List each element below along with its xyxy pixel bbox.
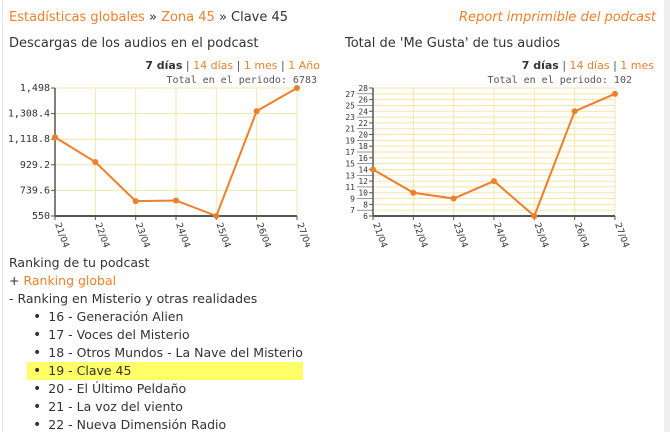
breadcrumb-separator: »: [214, 10, 232, 25]
y-tick-label: 15: [345, 160, 355, 169]
data-point: [132, 198, 139, 205]
data-point: [491, 178, 497, 185]
ranking-global-prefix: +: [9, 273, 24, 288]
y-tick-label: 24: [358, 107, 368, 116]
data-point: [571, 108, 578, 115]
data-point: [612, 90, 618, 97]
x-tick-label: 22/04: [93, 222, 111, 250]
y-tick-label: 550: [32, 211, 50, 222]
range-1m[interactable]: 1 mes: [620, 59, 654, 72]
y-tick-label: 16: [358, 154, 368, 163]
ranking-category-toggle[interactable]: - Ranking en Misterio y otras realidades: [9, 291, 258, 306]
y-tick-label: 13: [345, 171, 355, 180]
printable-report-link[interactable]: Report imprimible del podcast: [459, 10, 656, 25]
y-tick-label: 26: [358, 96, 368, 105]
x-tick-label: 21/04: [370, 222, 388, 250]
y-tick-label: 9: [350, 195, 355, 204]
likes-total: Total en el periodo: 102: [487, 75, 633, 86]
range-14d[interactable]: 14 días: [569, 59, 610, 72]
ranking-global-link[interactable]: Ranking global: [23, 273, 117, 288]
x-tick-label: 23/04: [451, 222, 469, 250]
breadcrumb-zona45[interactable]: Zona 45: [161, 10, 215, 25]
x-tick-label: 26/04: [254, 222, 272, 250]
y-tick-label: 10: [358, 189, 368, 198]
x-tick-label: 27/04: [612, 222, 630, 250]
x-tick-label: 25/04: [214, 222, 232, 250]
downloads-range-selector: 7 días | 14 días | 1 mes | 1 Año: [145, 59, 320, 72]
data-point: [450, 195, 457, 202]
ranking-item: 22 - Nueva Dimensión Radio: [33, 416, 303, 434]
x-tick-label: 24/04: [491, 222, 509, 250]
x-tick-label: 23/04: [133, 222, 151, 250]
ranking-title: Ranking de tu podcast: [9, 255, 150, 270]
downloads-chart-title: Descargas de los audios en el podcast: [9, 36, 259, 51]
ranking-item: 17 - Voces del Misterio: [33, 326, 303, 344]
range-1y[interactable]: 1 Año: [288, 59, 320, 72]
ranking-item: 18 - Otros Mundos - La Nave del Misterio: [33, 344, 303, 362]
y-tick-label: 739.6: [20, 185, 50, 196]
y-tick-label: 1,498: [20, 83, 50, 94]
breadcrumb-current: Clave 45: [231, 10, 289, 25]
breadcrumb: Estadísticas globales » Zona 45 » Clave …: [9, 10, 288, 25]
likes-chart: 6789101112131415161718192021222324252627…: [345, 84, 630, 250]
y-tick-label: 6: [363, 212, 368, 221]
ranking-item: 21 - La voz del viento: [33, 398, 303, 416]
scrollbar[interactable]: [664, 0, 670, 432]
range-14d[interactable]: 14 días: [193, 59, 234, 72]
ranking-item: 19 - Clave 45: [27, 362, 303, 380]
y-tick-label: 20: [358, 131, 368, 140]
x-tick-label: 26/04: [572, 222, 590, 250]
data-point: [410, 189, 417, 196]
downloads-chart: 550 739.6 929.2 1,118.8 1,308.4 1,498 21/04 22/…: [8, 83, 310, 250]
y-tick-label: 17: [345, 148, 355, 157]
ranking-global-toggle[interactable]: + Ranking global: [9, 272, 303, 290]
data-point: [294, 85, 300, 91]
downloads-total: Total en el periodo: 6783: [166, 75, 317, 86]
data-point: [173, 197, 179, 204]
y-tick-label: 21: [345, 125, 355, 134]
data-point: [92, 158, 99, 165]
range-7d[interactable]: 7 días: [521, 59, 559, 72]
x-tick-label: 21/04: [52, 222, 70, 250]
ranking-item: 20 - El Último Peldaño: [33, 380, 303, 398]
x-tick-label: 27/04: [294, 222, 310, 250]
data-point: [370, 166, 376, 173]
y-tick-label: 12: [358, 177, 368, 186]
range-7d[interactable]: 7 días: [145, 59, 183, 72]
data-point: [253, 108, 260, 115]
y-tick-label: 19: [345, 136, 355, 145]
x-tick-label: 24/04: [173, 222, 191, 250]
y-tick-label: 28: [358, 84, 368, 93]
likes-range-selector: 7 días | 14 días | 1 mes: [521, 59, 654, 72]
y-tick-label: 7: [350, 206, 355, 215]
y-tick-label: 929.2: [20, 160, 50, 171]
y-tick-label: 1,118.8: [8, 134, 50, 145]
y-tick-label: 22: [358, 119, 368, 128]
y-tick-label: 25: [345, 101, 355, 110]
y-tick-label: 27: [345, 90, 355, 99]
range-1m[interactable]: 1 mes: [243, 59, 278, 72]
y-tick-label: 1,308.4: [8, 109, 50, 120]
data-point: [531, 213, 538, 219]
data-point: [52, 134, 58, 141]
x-tick-label: 25/04: [532, 222, 550, 250]
breadcrumb-separator: »: [144, 10, 162, 25]
ranking-list: 16 - Generación Alien17 - Voces del Mist…: [27, 308, 303, 434]
y-tick-label: 23: [345, 113, 355, 122]
x-tick-label: 22/04: [411, 222, 429, 250]
y-tick-label: 18: [358, 142, 368, 151]
ranking-section: Ranking de tu podcast + Ranking global -…: [9, 254, 303, 434]
breadcrumb-global-stats[interactable]: Estadísticas globales: [9, 10, 145, 25]
y-tick-label: 8: [363, 200, 368, 209]
likes-chart-title: Total de 'Me Gusta' de tus audios: [345, 36, 561, 51]
y-tick-label: 11: [345, 183, 355, 192]
data-point: [213, 213, 220, 219]
y-tick-label: 14: [358, 165, 368, 174]
ranking-item: 16 - Generación Alien: [33, 308, 303, 326]
